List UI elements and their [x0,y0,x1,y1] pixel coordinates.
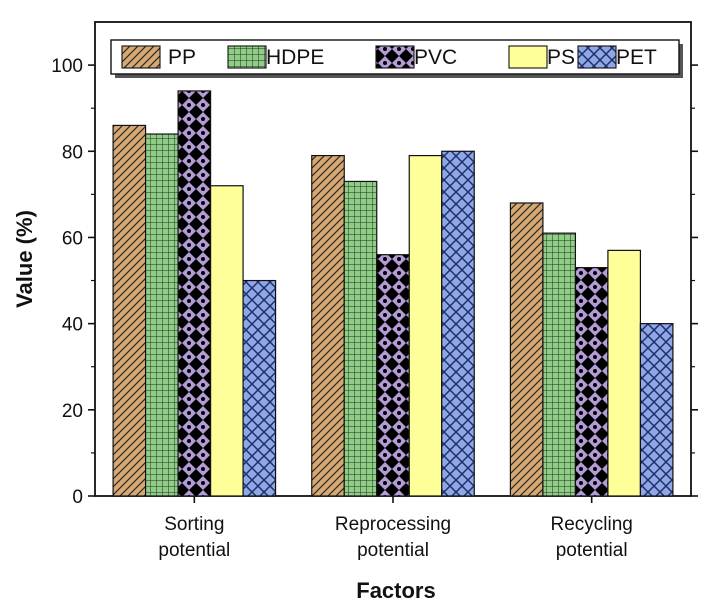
legend-label: PP [168,46,196,69]
y-tick-label: 40 [62,315,83,336]
x-tick-label: potential [357,540,429,561]
y-tick-label: 100 [51,56,83,77]
legend-label: PVC [414,46,457,69]
axis-ticks: 0 20 40 60 80 100 Sorting potential Reprocessing… [51,56,698,561]
y-axis-title: Value (%) [12,210,37,308]
bar-ps [209,185,244,497]
bar-pet [441,150,475,497]
bar-pet [242,279,277,497]
legend-swatch-ps [508,45,548,69]
x-tick-label: Sorting [164,514,224,535]
bar-pp [509,202,544,497]
legend-swatch-pet [577,45,617,69]
bar-hdpe [343,180,378,497]
y-tick-label: 60 [62,228,83,249]
x-tick-label: potential [556,540,628,561]
bar-pvc [177,90,212,497]
bar-pp [311,154,345,497]
legend-swatch-pvc [375,45,415,69]
bar-hdpe [542,232,577,497]
y-tick-label: 0 [72,487,83,508]
bar-pvc [574,267,609,497]
legend-label: PET [616,46,657,69]
y-tick-label: 80 [62,142,83,163]
bar-ps [408,154,443,497]
x-tick-label: Reprocessing [335,514,451,535]
bar-ps [607,249,642,497]
legend-swatch-hdpe [227,45,267,69]
x-axis-title: Factors [356,578,435,603]
legend-swatch-pp [121,45,161,69]
legend-label: HDPE [266,46,324,69]
y-tick-label: 20 [62,401,83,422]
legend: PP HDPE PVC PS PET [110,39,683,78]
bars [112,90,674,497]
bar-pet [639,323,674,497]
x-tick-label: potential [158,540,230,561]
bar-pp [112,124,147,497]
bar-pvc [376,254,410,497]
bar-hdpe [144,133,179,497]
legend-label: PS [547,46,575,69]
x-tick-label: Recycling [550,514,632,535]
